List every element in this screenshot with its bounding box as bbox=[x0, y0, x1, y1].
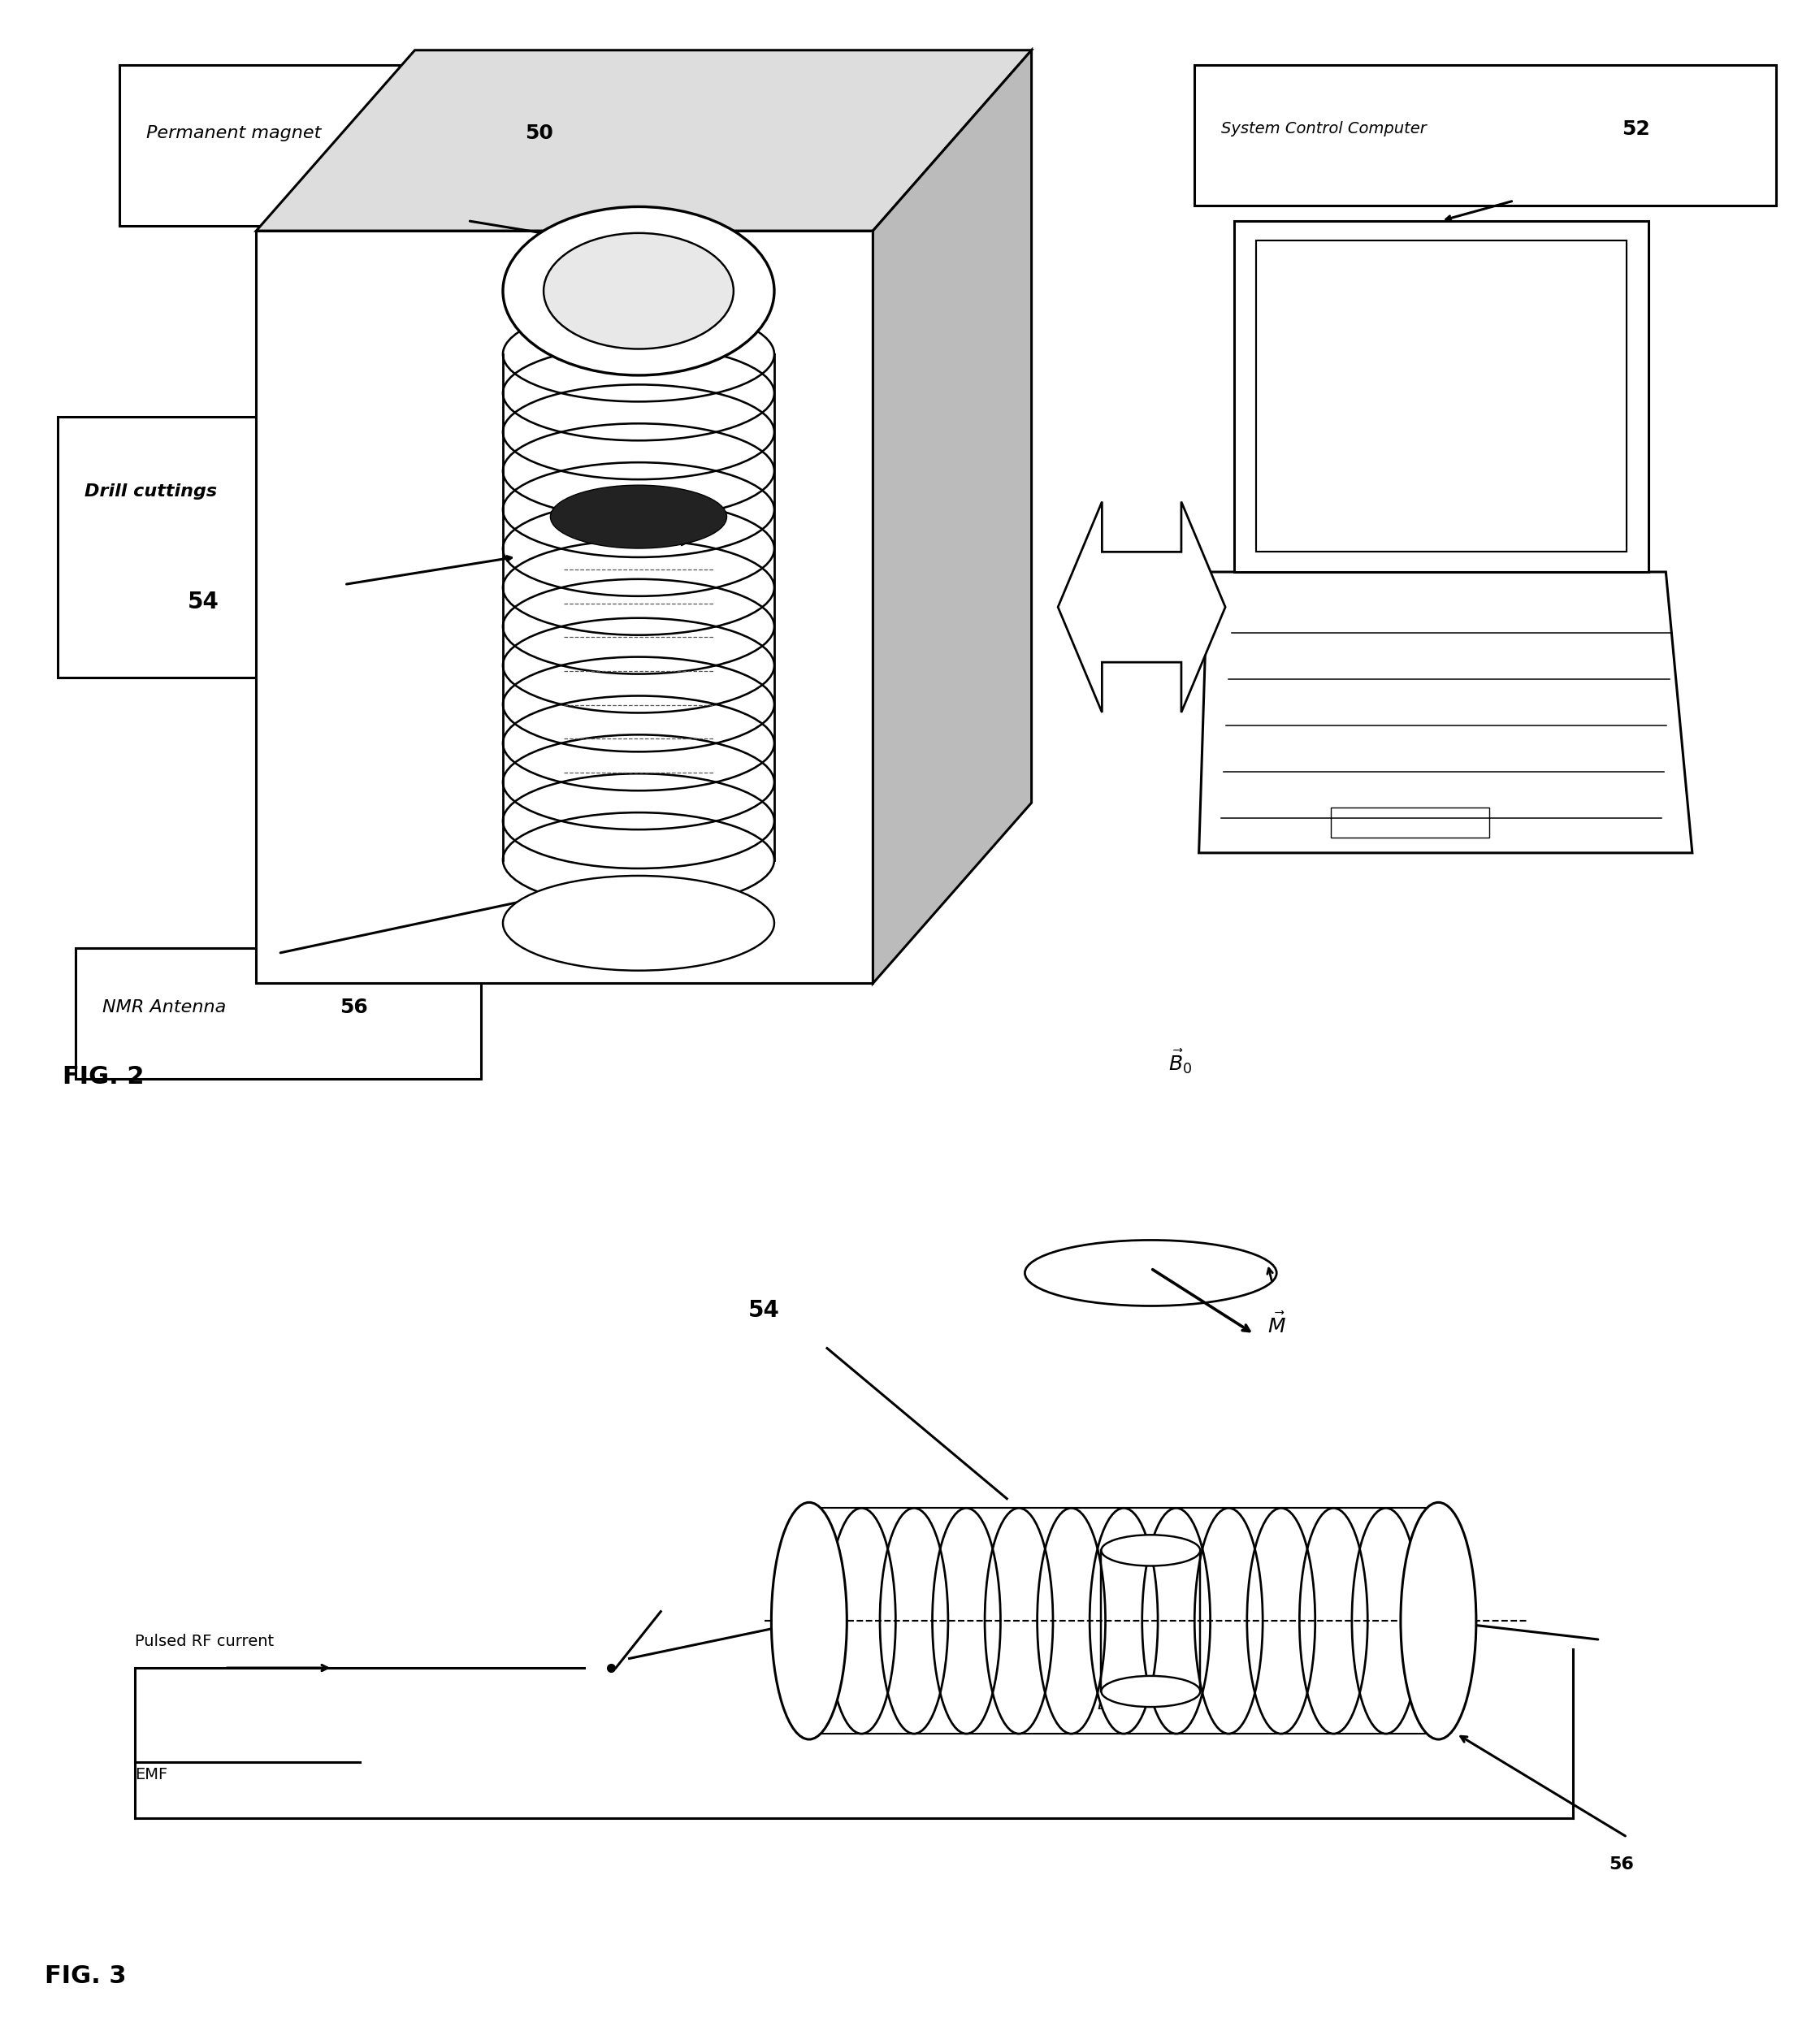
Ellipse shape bbox=[1142, 1508, 1210, 1733]
Ellipse shape bbox=[1037, 1508, 1106, 1733]
Ellipse shape bbox=[543, 233, 734, 350]
Text: 56: 56 bbox=[1609, 1856, 1634, 1872]
Text: $\vec{B}_1$: $\vec{B}_1$ bbox=[1097, 1690, 1115, 1713]
Ellipse shape bbox=[985, 1508, 1054, 1733]
Text: $\vec{B}_0$: $\vec{B}_0$ bbox=[1169, 1049, 1192, 1075]
Polygon shape bbox=[1057, 501, 1226, 713]
Ellipse shape bbox=[1401, 1502, 1476, 1739]
Ellipse shape bbox=[775, 1508, 843, 1733]
Ellipse shape bbox=[550, 484, 726, 548]
Ellipse shape bbox=[503, 206, 775, 376]
Ellipse shape bbox=[771, 1502, 847, 1739]
Ellipse shape bbox=[827, 1508, 895, 1733]
Text: System Control Computer: System Control Computer bbox=[1221, 121, 1431, 137]
Text: 54: 54 bbox=[748, 1300, 780, 1322]
Ellipse shape bbox=[1090, 1508, 1158, 1733]
Text: Drill cuttings: Drill cuttings bbox=[85, 484, 218, 501]
Polygon shape bbox=[1199, 572, 1692, 852]
Text: EMF: EMF bbox=[135, 1766, 167, 1782]
Ellipse shape bbox=[1352, 1508, 1420, 1733]
Text: Permanent magnet: Permanent magnet bbox=[146, 125, 327, 141]
Text: $\vec{M}_{xy}$: $\vec{M}_{xy}$ bbox=[1273, 1635, 1300, 1660]
Text: Pulsed RF current: Pulsed RF current bbox=[135, 1633, 273, 1650]
FancyBboxPatch shape bbox=[1194, 65, 1776, 206]
Text: 54: 54 bbox=[187, 591, 219, 613]
Ellipse shape bbox=[1300, 1508, 1368, 1733]
FancyBboxPatch shape bbox=[1257, 241, 1625, 552]
Ellipse shape bbox=[933, 1508, 1000, 1733]
Text: 56: 56 bbox=[340, 997, 369, 1018]
Ellipse shape bbox=[1100, 1535, 1201, 1566]
FancyBboxPatch shape bbox=[58, 417, 349, 677]
Ellipse shape bbox=[1404, 1508, 1473, 1733]
Ellipse shape bbox=[1194, 1508, 1262, 1733]
Polygon shape bbox=[255, 231, 874, 983]
Text: 52: 52 bbox=[1622, 119, 1651, 139]
FancyBboxPatch shape bbox=[76, 948, 480, 1079]
Text: FIG. 3: FIG. 3 bbox=[45, 1964, 126, 1987]
Ellipse shape bbox=[1100, 1676, 1201, 1707]
FancyBboxPatch shape bbox=[120, 65, 701, 225]
Ellipse shape bbox=[1248, 1508, 1314, 1733]
Text: $\vec{M}$: $\vec{M}$ bbox=[1268, 1312, 1286, 1337]
Text: FIG. 2: FIG. 2 bbox=[63, 1065, 144, 1089]
FancyBboxPatch shape bbox=[1233, 221, 1649, 572]
Polygon shape bbox=[255, 51, 1032, 231]
Ellipse shape bbox=[503, 875, 775, 971]
Polygon shape bbox=[874, 51, 1032, 983]
Ellipse shape bbox=[879, 1508, 948, 1733]
Text: NMR Antenna: NMR Antenna bbox=[102, 1000, 232, 1016]
Text: 50: 50 bbox=[525, 125, 554, 143]
